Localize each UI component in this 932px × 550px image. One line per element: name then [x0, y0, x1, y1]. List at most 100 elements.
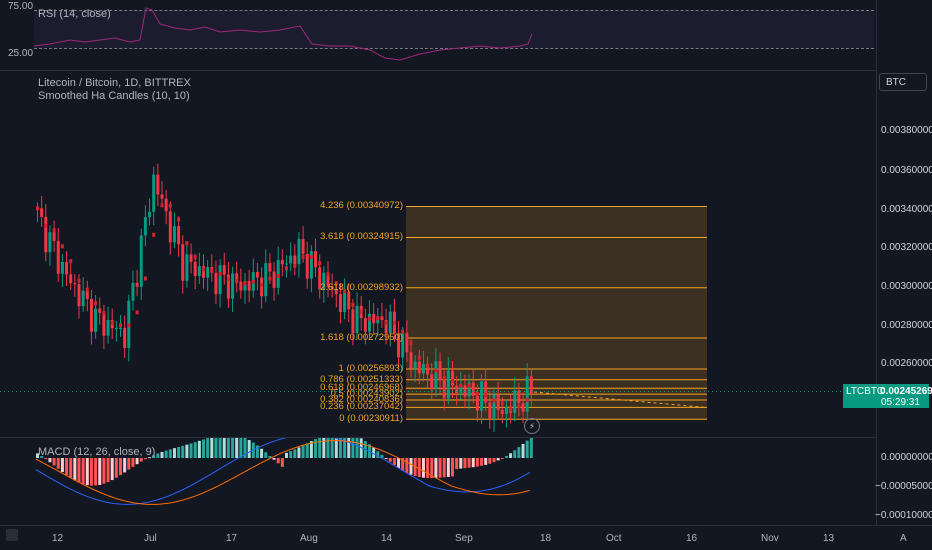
candle-body: [467, 382, 471, 397]
smoothed-ha-candle: [36, 206, 39, 211]
candle-body: [285, 263, 288, 265]
macd-histogram-bar: [69, 458, 73, 478]
candle-body: [106, 319, 110, 336]
smoothed-ha-candle: [301, 254, 305, 259]
macd-title[interactable]: MACD (12, 26, close, 9): [38, 446, 156, 458]
macd-histogram-bar: [276, 458, 280, 464]
smoothed-ha-candle: [260, 282, 264, 287]
macd-histogram-bar: [430, 458, 434, 479]
fib-zone: [406, 206, 707, 420]
indicator-title[interactable]: Smoothed Ha Candles (10, 10): [38, 90, 190, 102]
candle-body: [330, 286, 334, 290]
macd-histogram-bar: [330, 438, 334, 458]
macd-histogram-bar: [218, 438, 222, 458]
candle-body: [480, 381, 484, 411]
macd-histogram-bar: [455, 458, 459, 470]
smoothed-ha-candle: [77, 278, 81, 283]
macd-histogram-bar: [152, 455, 156, 458]
smoothed-ha-candle: [94, 301, 98, 306]
smoothed-ha-candle: [202, 267, 205, 272]
macd-histogram-bar: [110, 458, 114, 481]
candle-body: [280, 260, 284, 265]
pane-divider-macd: [0, 437, 876, 438]
candle-body: [65, 262, 69, 275]
lightning-icon[interactable]: ⚡: [524, 418, 540, 434]
candle-body: [94, 308, 98, 332]
macd-histogram-bar: [98, 458, 102, 485]
candle-body: [85, 290, 89, 299]
time-axis-label: 13: [823, 533, 835, 544]
rsi-band: [34, 10, 874, 48]
rsi-title[interactable]: RSI (14, close): [38, 8, 111, 20]
candle-body: [521, 403, 525, 412]
macd-histogram-bar: [305, 443, 309, 458]
fib-level-label: 0 (0.00230911): [339, 413, 403, 425]
macd-histogram-bar: [143, 458, 147, 460]
macd-histogram-bar: [148, 457, 152, 459]
macd-histogram-bar: [177, 447, 181, 458]
macd-histogram-bar: [504, 455, 508, 458]
macd-histogram-bar: [417, 458, 421, 478]
smoothed-ha-candle: [235, 279, 239, 284]
macd-histogram-bar: [326, 438, 330, 458]
macd-histogram-bar: [492, 458, 496, 463]
macd-histogram-bar: [471, 458, 475, 468]
price-chart-svg: [0, 163, 876, 432]
candle-body: [102, 312, 106, 336]
macd-histogram-bar: [60, 458, 64, 473]
candle-body: [131, 282, 135, 301]
candle-body: [384, 320, 388, 334]
rsi-line: [33, 7, 533, 61]
candle-body: [189, 254, 193, 262]
macd-histogram-bar: [272, 458, 276, 460]
candle-body: [388, 311, 392, 334]
candle-body: [451, 370, 454, 386]
candle-body: [168, 211, 172, 243]
macd-histogram-bar: [421, 458, 425, 478]
macd-histogram-bar: [85, 458, 89, 486]
time-axis-label: Aug: [300, 533, 318, 544]
candle-body: [164, 198, 168, 212]
pane-divider-rsi: [0, 70, 876, 71]
smoothed-ha-candle: [451, 378, 454, 383]
smoothed-ha-candle: [343, 289, 347, 294]
macd-axis-label: 0.00000000: [881, 452, 932, 463]
macd-histogram-bar: [314, 439, 318, 458]
candle-body: [272, 271, 276, 288]
macd-histogram-bar: [243, 438, 247, 458]
candle-body: [314, 251, 318, 268]
macd-histogram-bar: [160, 451, 164, 458]
macd-histogram-bar: [255, 445, 259, 458]
candle-body: [438, 361, 442, 381]
last-price-badge: LTCBTC 0.00245269 05:29:31: [843, 384, 932, 408]
candle-body: [135, 282, 139, 287]
rsi-level-25-label: 25.00: [8, 48, 34, 59]
smoothed-ha-candle: [309, 255, 313, 260]
rsi-level-75-label: 75.00: [8, 1, 34, 12]
currency-button[interactable]: BTC: [879, 73, 927, 91]
chart-logo-icon[interactable]: [6, 529, 18, 541]
macd-histogram-bar: [318, 438, 322, 458]
macd-histogram-bar: [301, 445, 305, 458]
smoothed-ha-candle: [276, 274, 280, 279]
candle-body: [193, 261, 197, 276]
macd-histogram-bar: [405, 458, 409, 473]
macd-histogram-bar: [309, 441, 313, 458]
candle-body: [500, 409, 504, 414]
price-pane: Litecoin / Bitcoin, 1D, BITTREX Smoothed…: [0, 71, 876, 437]
candle-body: [434, 361, 438, 390]
macd-histogram-bar: [451, 458, 454, 477]
candle-body: [409, 352, 413, 369]
smoothed-ha-candle: [376, 316, 380, 321]
candle-body: [81, 290, 85, 307]
macd-line: [35, 438, 531, 505]
rsi-pane: 75.00 25.00 RSI (14, close): [0, 0, 876, 70]
macd-histogram-bar: [89, 458, 93, 486]
macd-histogram-bar: [409, 458, 413, 475]
macd-histogram-bar: [239, 438, 243, 458]
candle-body: [206, 267, 210, 278]
symbol-title[interactable]: Litecoin / Bitcoin, 1D, BITTREX: [38, 77, 191, 89]
macd-histogram-bar: [185, 444, 189, 458]
macd-histogram-bar: [131, 458, 135, 467]
smoothed-ha-candle: [160, 203, 164, 208]
